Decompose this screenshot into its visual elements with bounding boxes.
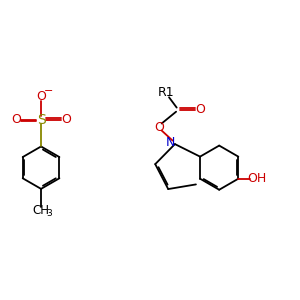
Text: OH: OH bbox=[247, 172, 266, 185]
Text: O: O bbox=[11, 113, 21, 127]
Text: N: N bbox=[166, 136, 176, 149]
Text: R1: R1 bbox=[158, 86, 174, 99]
Text: O: O bbox=[61, 113, 71, 127]
Text: O: O bbox=[195, 103, 205, 116]
Text: O: O bbox=[154, 121, 164, 134]
Text: 3: 3 bbox=[46, 209, 52, 218]
Text: CH: CH bbox=[33, 205, 50, 218]
Text: −: − bbox=[44, 86, 53, 96]
Text: S: S bbox=[37, 113, 45, 127]
Text: O: O bbox=[36, 90, 46, 103]
